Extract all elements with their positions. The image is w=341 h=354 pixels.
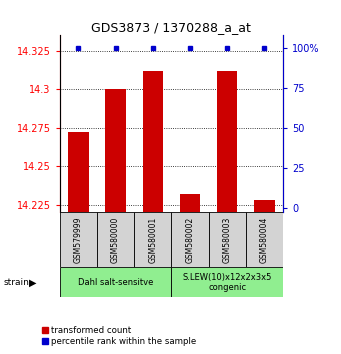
Title: GDS3873 / 1370288_a_at: GDS3873 / 1370288_a_at [91, 21, 251, 34]
Bar [180, 194, 200, 212]
Bar [134, 212, 171, 267]
Legend: transformed count, percentile rank within the sample: transformed count, percentile rank withi… [39, 322, 200, 350]
Bar [209, 212, 246, 267]
Bar [217, 71, 237, 212]
Text: GSM580003: GSM580003 [223, 217, 232, 263]
Text: ▶: ▶ [29, 277, 36, 287]
Bar [60, 267, 172, 297]
Bar [68, 132, 89, 212]
Text: GSM580001: GSM580001 [148, 217, 157, 263]
Bar [171, 212, 209, 267]
Bar [246, 212, 283, 267]
Bar [171, 267, 283, 297]
Text: GSM580004: GSM580004 [260, 217, 269, 263]
Bar [97, 212, 134, 267]
Bar [105, 89, 126, 212]
Text: strain: strain [3, 278, 29, 287]
Text: GSM580000: GSM580000 [111, 217, 120, 263]
Text: GSM579999: GSM579999 [74, 217, 83, 263]
Bar [143, 71, 163, 212]
Text: Dahl salt-sensitve: Dahl salt-sensitve [78, 278, 153, 287]
Text: S.LEW(10)x12x2x3x5
congenic: S.LEW(10)x12x2x3x5 congenic [182, 273, 272, 292]
Bar [60, 212, 97, 267]
Bar [254, 200, 275, 212]
Text: GSM580002: GSM580002 [186, 217, 194, 263]
